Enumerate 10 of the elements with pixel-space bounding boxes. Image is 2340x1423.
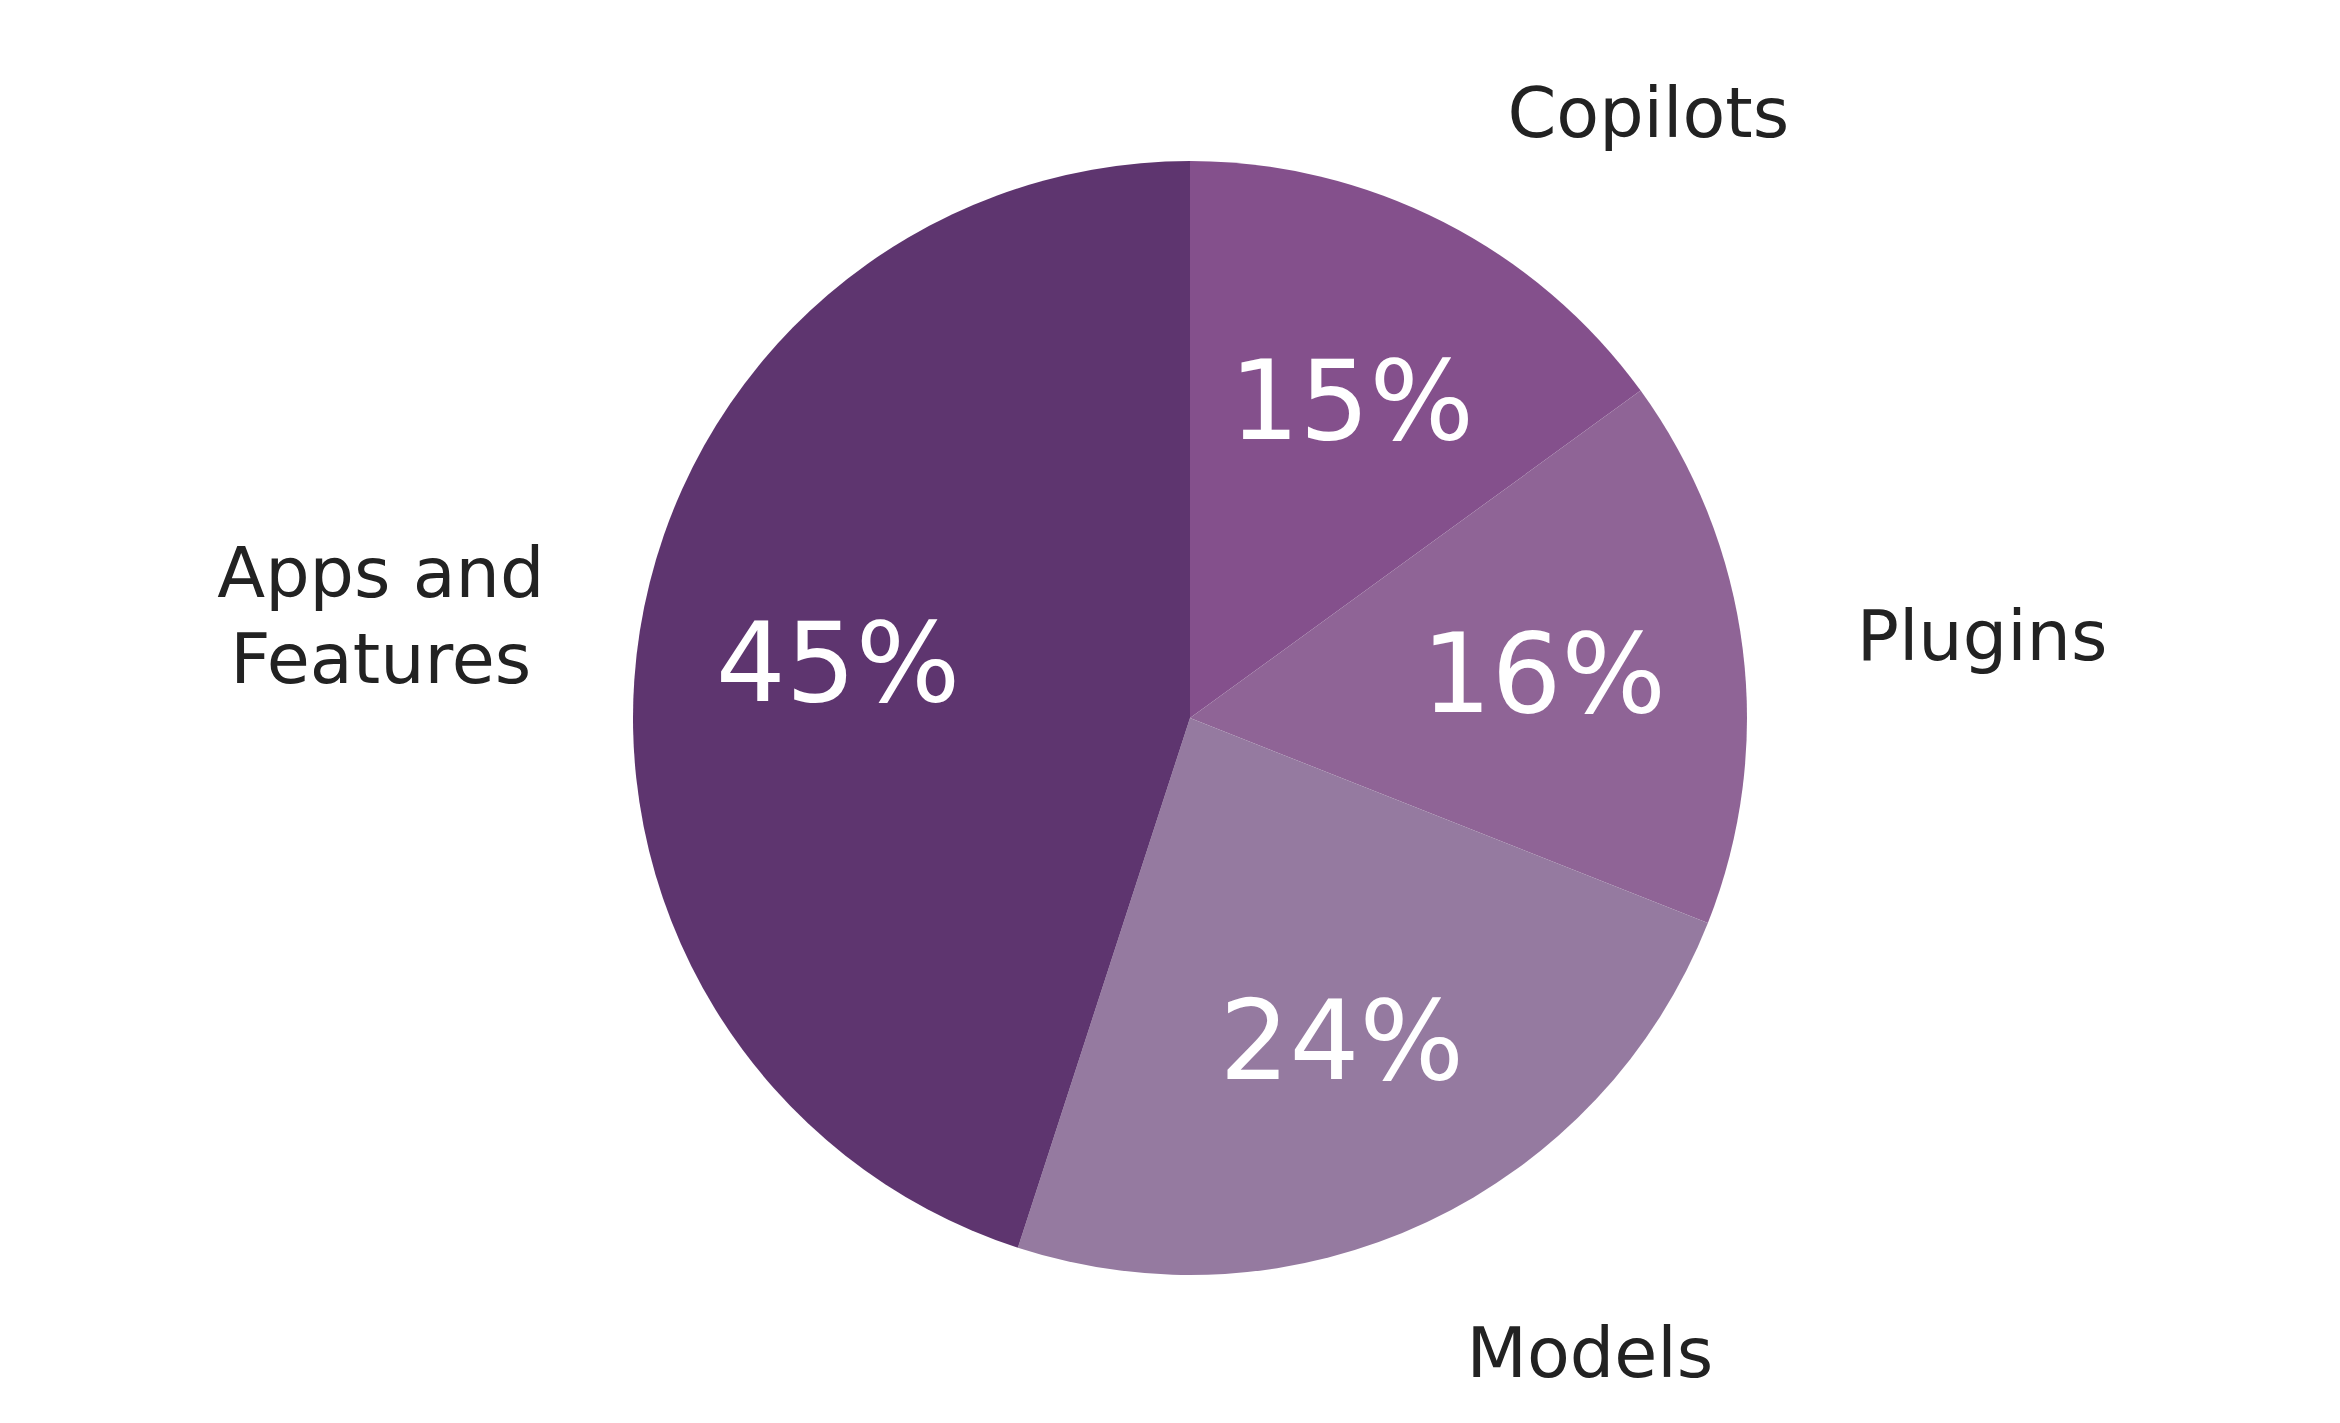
slice-label: Copilots: [1507, 71, 1790, 154]
pie-slice: [633, 161, 1190, 1248]
data-label: 24%: [1219, 977, 1465, 1106]
slice-label: Models: [1466, 1312, 1714, 1395]
slice-label: Plugins: [1856, 595, 2108, 678]
data-label: 15%: [1229, 336, 1475, 465]
data-label: 16%: [1421, 609, 1666, 738]
data-label: 45%: [715, 598, 961, 727]
slice-label: Apps and Features: [217, 531, 545, 700]
pie-slice: [1017, 718, 1708, 1274]
